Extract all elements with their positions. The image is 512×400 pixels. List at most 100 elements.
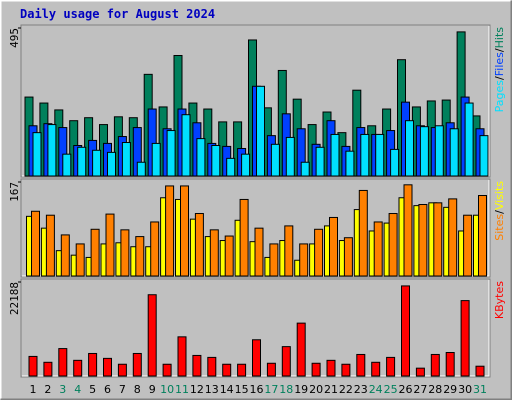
x-tick-label: 30 [458,383,472,396]
bar [90,228,100,277]
bar [449,128,459,177]
x-tick-label: 11 [175,383,189,396]
x-tick-label: 27 [413,383,427,396]
x-tick-label: 14 [220,383,234,396]
legend-entry: Files [493,52,506,76]
bar [463,214,473,277]
x-tick-label: 16 [250,383,264,396]
bar [311,362,321,377]
bar [47,124,57,177]
x-tick-label: 19 [294,383,308,396]
bar [356,353,366,377]
bar [136,161,146,177]
bar [88,352,98,377]
bar [299,243,309,277]
bar [32,132,42,177]
x-tick-label: 12 [190,383,204,396]
bar [166,130,176,177]
bar [401,285,410,377]
x-tick-label: 25 [384,383,398,396]
bar [180,185,189,277]
bar [448,198,458,277]
bar [181,114,191,177]
bar [285,136,295,177]
x-tick-label: 18 [279,383,293,396]
x-tick-label: 9 [149,383,156,396]
x-tick-label: 21 [324,383,338,396]
bar [479,135,489,177]
x-tick-label: 17 [264,383,278,396]
bar [77,146,87,177]
x-tick-label: 3 [59,383,66,396]
y-tick-label: 167 [8,182,21,202]
x-tick-label: 8 [134,383,141,396]
bar [62,153,72,177]
bar [478,195,487,277]
bar [415,367,425,377]
bar [239,198,249,277]
bar [360,133,370,177]
bar [430,353,440,377]
bar [326,359,336,377]
bar [269,243,279,277]
legend-entry: Visits [493,181,506,210]
bar [105,213,115,277]
x-tick-label: 5 [89,383,96,396]
chart-title: Daily usage for August 2024 [20,7,215,21]
x-tick-label: 13 [205,383,219,396]
bar [388,213,398,277]
bar [419,126,429,177]
bar [475,365,485,377]
legend: Pages/Files/Hits [493,27,506,113]
x-tick-label: 24 [369,383,383,396]
bar [177,336,187,377]
legend-separator: / [493,210,506,214]
bar [241,153,251,177]
bar [330,133,340,177]
bar [284,225,294,277]
legend: KBytes [493,281,506,319]
bar [405,120,414,177]
bar [226,157,236,177]
bar [343,237,353,277]
bar [371,361,381,377]
x-tick-label: 6 [104,383,111,396]
bar [270,143,280,177]
bar [28,355,38,377]
bar [315,146,325,177]
bar [120,229,130,277]
bar [329,216,338,277]
bar [386,356,396,377]
bar [45,214,55,277]
y-tick-label: 495 [8,28,21,48]
bar [151,142,161,177]
x-tick-label: 15 [235,383,249,396]
bar [252,339,261,377]
bar [147,294,157,377]
x-tick-label: 10 [160,383,174,396]
bar [196,138,206,177]
bar [165,185,175,277]
bar [121,142,131,177]
bar [211,145,221,177]
bar [207,356,217,377]
bar [341,363,351,377]
x-tick-label: 4 [74,383,81,396]
bar [345,150,355,177]
x-tick-label: 22 [339,383,353,396]
bar [194,213,204,277]
bar [73,359,83,377]
legend-entry: Sites [493,214,506,241]
legend-separator: / [493,48,506,52]
bar [300,161,310,177]
bar [162,363,172,377]
bar [266,362,276,377]
bar [403,184,413,277]
bar [418,204,428,277]
bar [256,85,265,177]
x-tick-label: 31 [473,383,487,396]
bar [373,221,383,277]
bar [117,363,127,377]
bar [433,202,443,277]
